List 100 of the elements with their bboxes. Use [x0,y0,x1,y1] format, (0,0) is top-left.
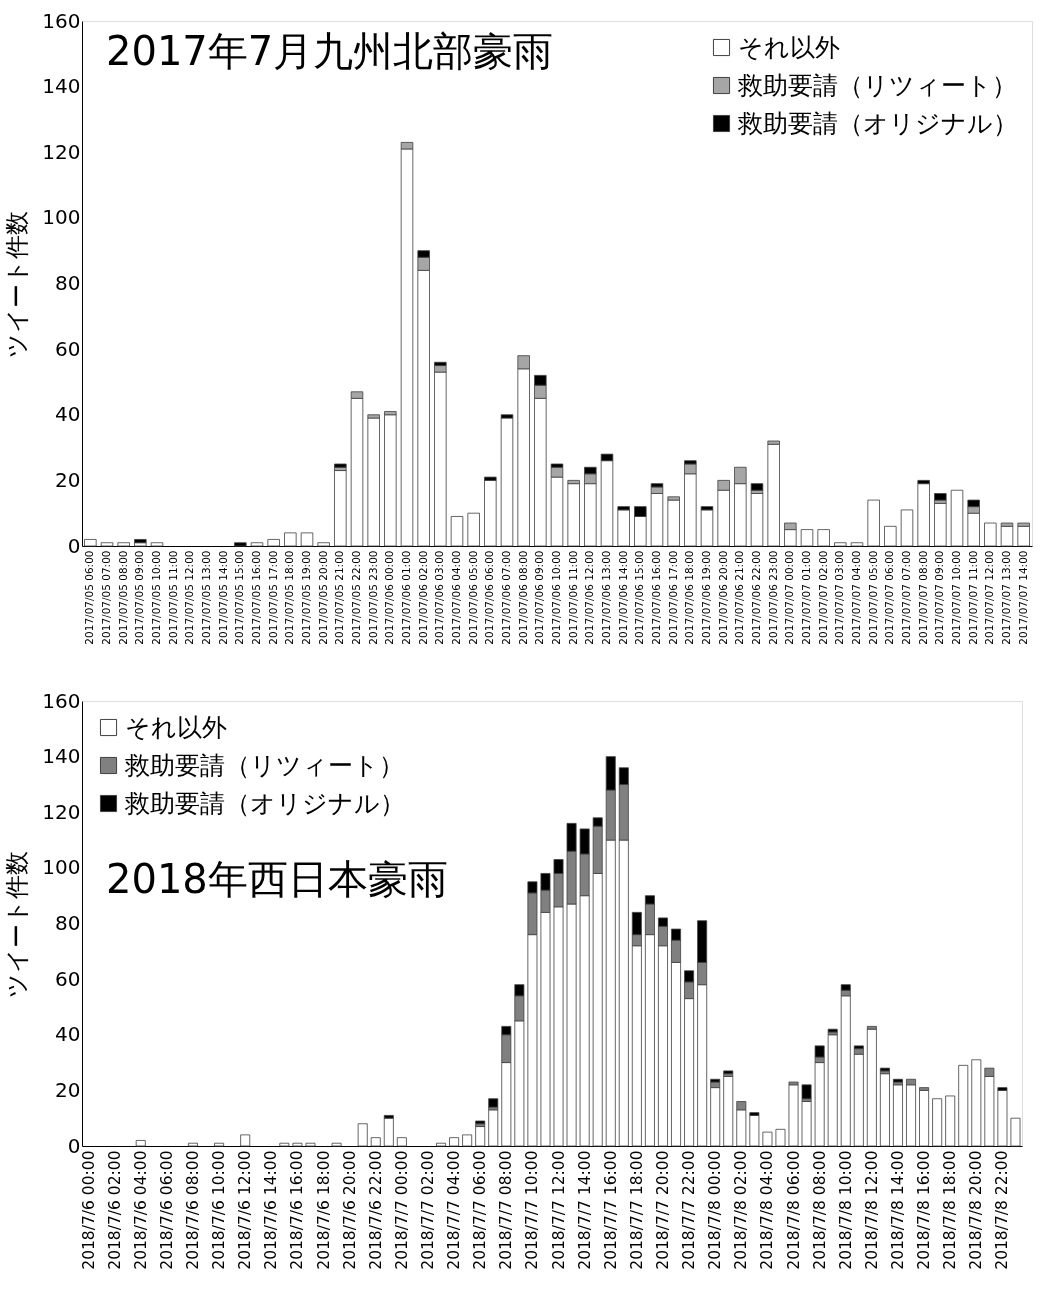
y-tick-label: 80 [55,911,81,935]
x-tick-label: 2017/07/05 14:00 [216,550,229,645]
bar [853,1053,864,1147]
x-tick-label: 2018/7/7 16:00 [601,1150,620,1270]
x-tick-label: 2017/07/06 14:00 [616,550,629,645]
x-tick-label: 2018/7/8 20:00 [967,1150,986,1270]
bar [834,542,847,547]
x-tick-label: 2017/07/07 00:00 [783,550,796,645]
x-tick-label: 2017/07/06 22:00 [750,550,762,645]
x-tick-label: 2017/07/07 14:00 [1016,550,1029,645]
x-tick-label: 2017/07/07 03:00 [833,550,846,645]
x-tick-label: 2018/7/7 22:00 [680,1150,699,1270]
y-tick-label: 80 [55,271,81,295]
x-tick-label: 2018/7/7 10:00 [523,1150,542,1270]
bar [450,516,464,547]
bar [958,1064,969,1147]
x-tick-label: 2017/07/05 15:00 [233,550,246,645]
legend-label: 救助要請（オリジナル） [124,788,405,818]
x-tick-label: 2018/7/8 18:00 [941,1150,960,1270]
x-tick-label: 2017/07/07 06:00 [883,550,896,645]
bar [950,489,964,547]
x-tick-label: 2017/07/06 03:00 [433,550,446,645]
bar [750,493,764,547]
x-tick-label: 2018/7/8 04:00 [758,1150,777,1270]
bar [932,1098,943,1147]
bar [240,1134,251,1147]
x-tick-label: 2017/07/06 16:00 [650,550,662,645]
bar [917,483,930,547]
x-tick-label: 2018/7/6 10:00 [210,1150,229,1270]
x-tick-label: 2017/07/06 17:00 [666,550,679,645]
x-tick-label: 2017/07/05 21:00 [333,550,346,645]
x-tick-label: 2017/07/07 13:00 [1000,550,1012,645]
y-tick-label: 160 [42,688,81,713]
bar [775,1128,786,1147]
x-tick-label: 2017/07/06 20:00 [716,550,729,645]
x-tick-label: 2018/7/7 02:00 [418,1150,437,1270]
bar [467,512,480,547]
x-tick-label: 2018/7/6 12:00 [236,1150,255,1270]
bar [317,542,330,547]
x-tick-label: 2018/7/6 02:00 [105,1150,124,1270]
bar [710,1087,721,1147]
x-tick-label: 2018/7/7 08:00 [497,1150,516,1270]
bar [292,1142,303,1147]
x-tick-label: 2017/07/06 13:00 [600,550,612,645]
x-tick-label: 2017/07/06 18:00 [683,550,696,645]
y-tick-label: 100 [42,205,81,230]
bar [840,995,851,1147]
x-tick-label: 2018/7/8 12:00 [862,1150,881,1270]
x-tick-label: 2017/07/05 11:00 [166,550,179,645]
y-tick-label: 60 [55,966,81,991]
bar [788,1084,799,1147]
x-tick-label: 2018/7/8 00:00 [706,1150,725,1270]
bar [900,509,914,547]
bar [367,417,380,547]
x-tick-label: 2018/7/8 02:00 [732,1150,751,1270]
x-tick-label: 2017/07/06 09:00 [533,550,546,645]
y-tick-label: 0 [67,1133,81,1158]
bar [436,1142,446,1147]
y-tick-label: 0 [67,533,81,558]
x-tick-label: 2017/07/06 19:00 [700,550,712,645]
bar [150,542,164,547]
x-tick-label: 2017/07/07 02:00 [816,550,829,645]
bar [984,522,997,547]
bar [762,1131,773,1147]
x-tick-label: 2017/07/05 17:00 [266,550,279,645]
x-tick-label: 2017/07/06 02:00 [416,550,429,645]
y-tick-label: 20 [55,1077,81,1102]
bar [700,509,714,547]
bar [484,479,497,547]
x-tick-label: 2017/07/06 08:00 [516,550,529,645]
bar [817,529,830,547]
x-tick-label: 2017/07/07 08:00 [916,550,929,645]
x-tick-label: 2018/7/8 06:00 [784,1150,803,1270]
bar [884,525,897,547]
bar [305,1142,316,1147]
x-tick-label: 2018/7/7 14:00 [575,1150,594,1270]
x-tick-label: 2017/07/06 23:00 [766,550,779,645]
x-tick-label: 2017/07/07 04:00 [850,550,862,645]
bar [462,1134,473,1147]
x-tick-label: 2018/7/8 14:00 [888,1150,907,1270]
bar [800,529,814,547]
bar [814,1062,825,1147]
bar [357,1123,368,1147]
bar [384,414,397,547]
bar [500,417,514,547]
bar [934,502,947,547]
y-axis-title: ツイート件数 [3,850,32,998]
y-axis-title: ツイート件数 [3,210,32,358]
bar [893,1084,903,1147]
x-tick-label: 2018/7/6 20:00 [340,1150,359,1270]
y-tick-label: 40 [55,1022,81,1047]
x-tick-label: 2018/7/6 08:00 [183,1150,202,1270]
bar [331,1142,342,1147]
bar [267,539,280,547]
bar [396,1137,407,1147]
bar [84,539,97,547]
x-tick-label: 2017/07/05 12:00 [183,550,196,645]
bar [1000,525,1014,547]
x-tick-label: 2018/7/6 00:00 [79,1150,98,1270]
x-tick-label: 2017/07/07 01:00 [800,550,812,645]
